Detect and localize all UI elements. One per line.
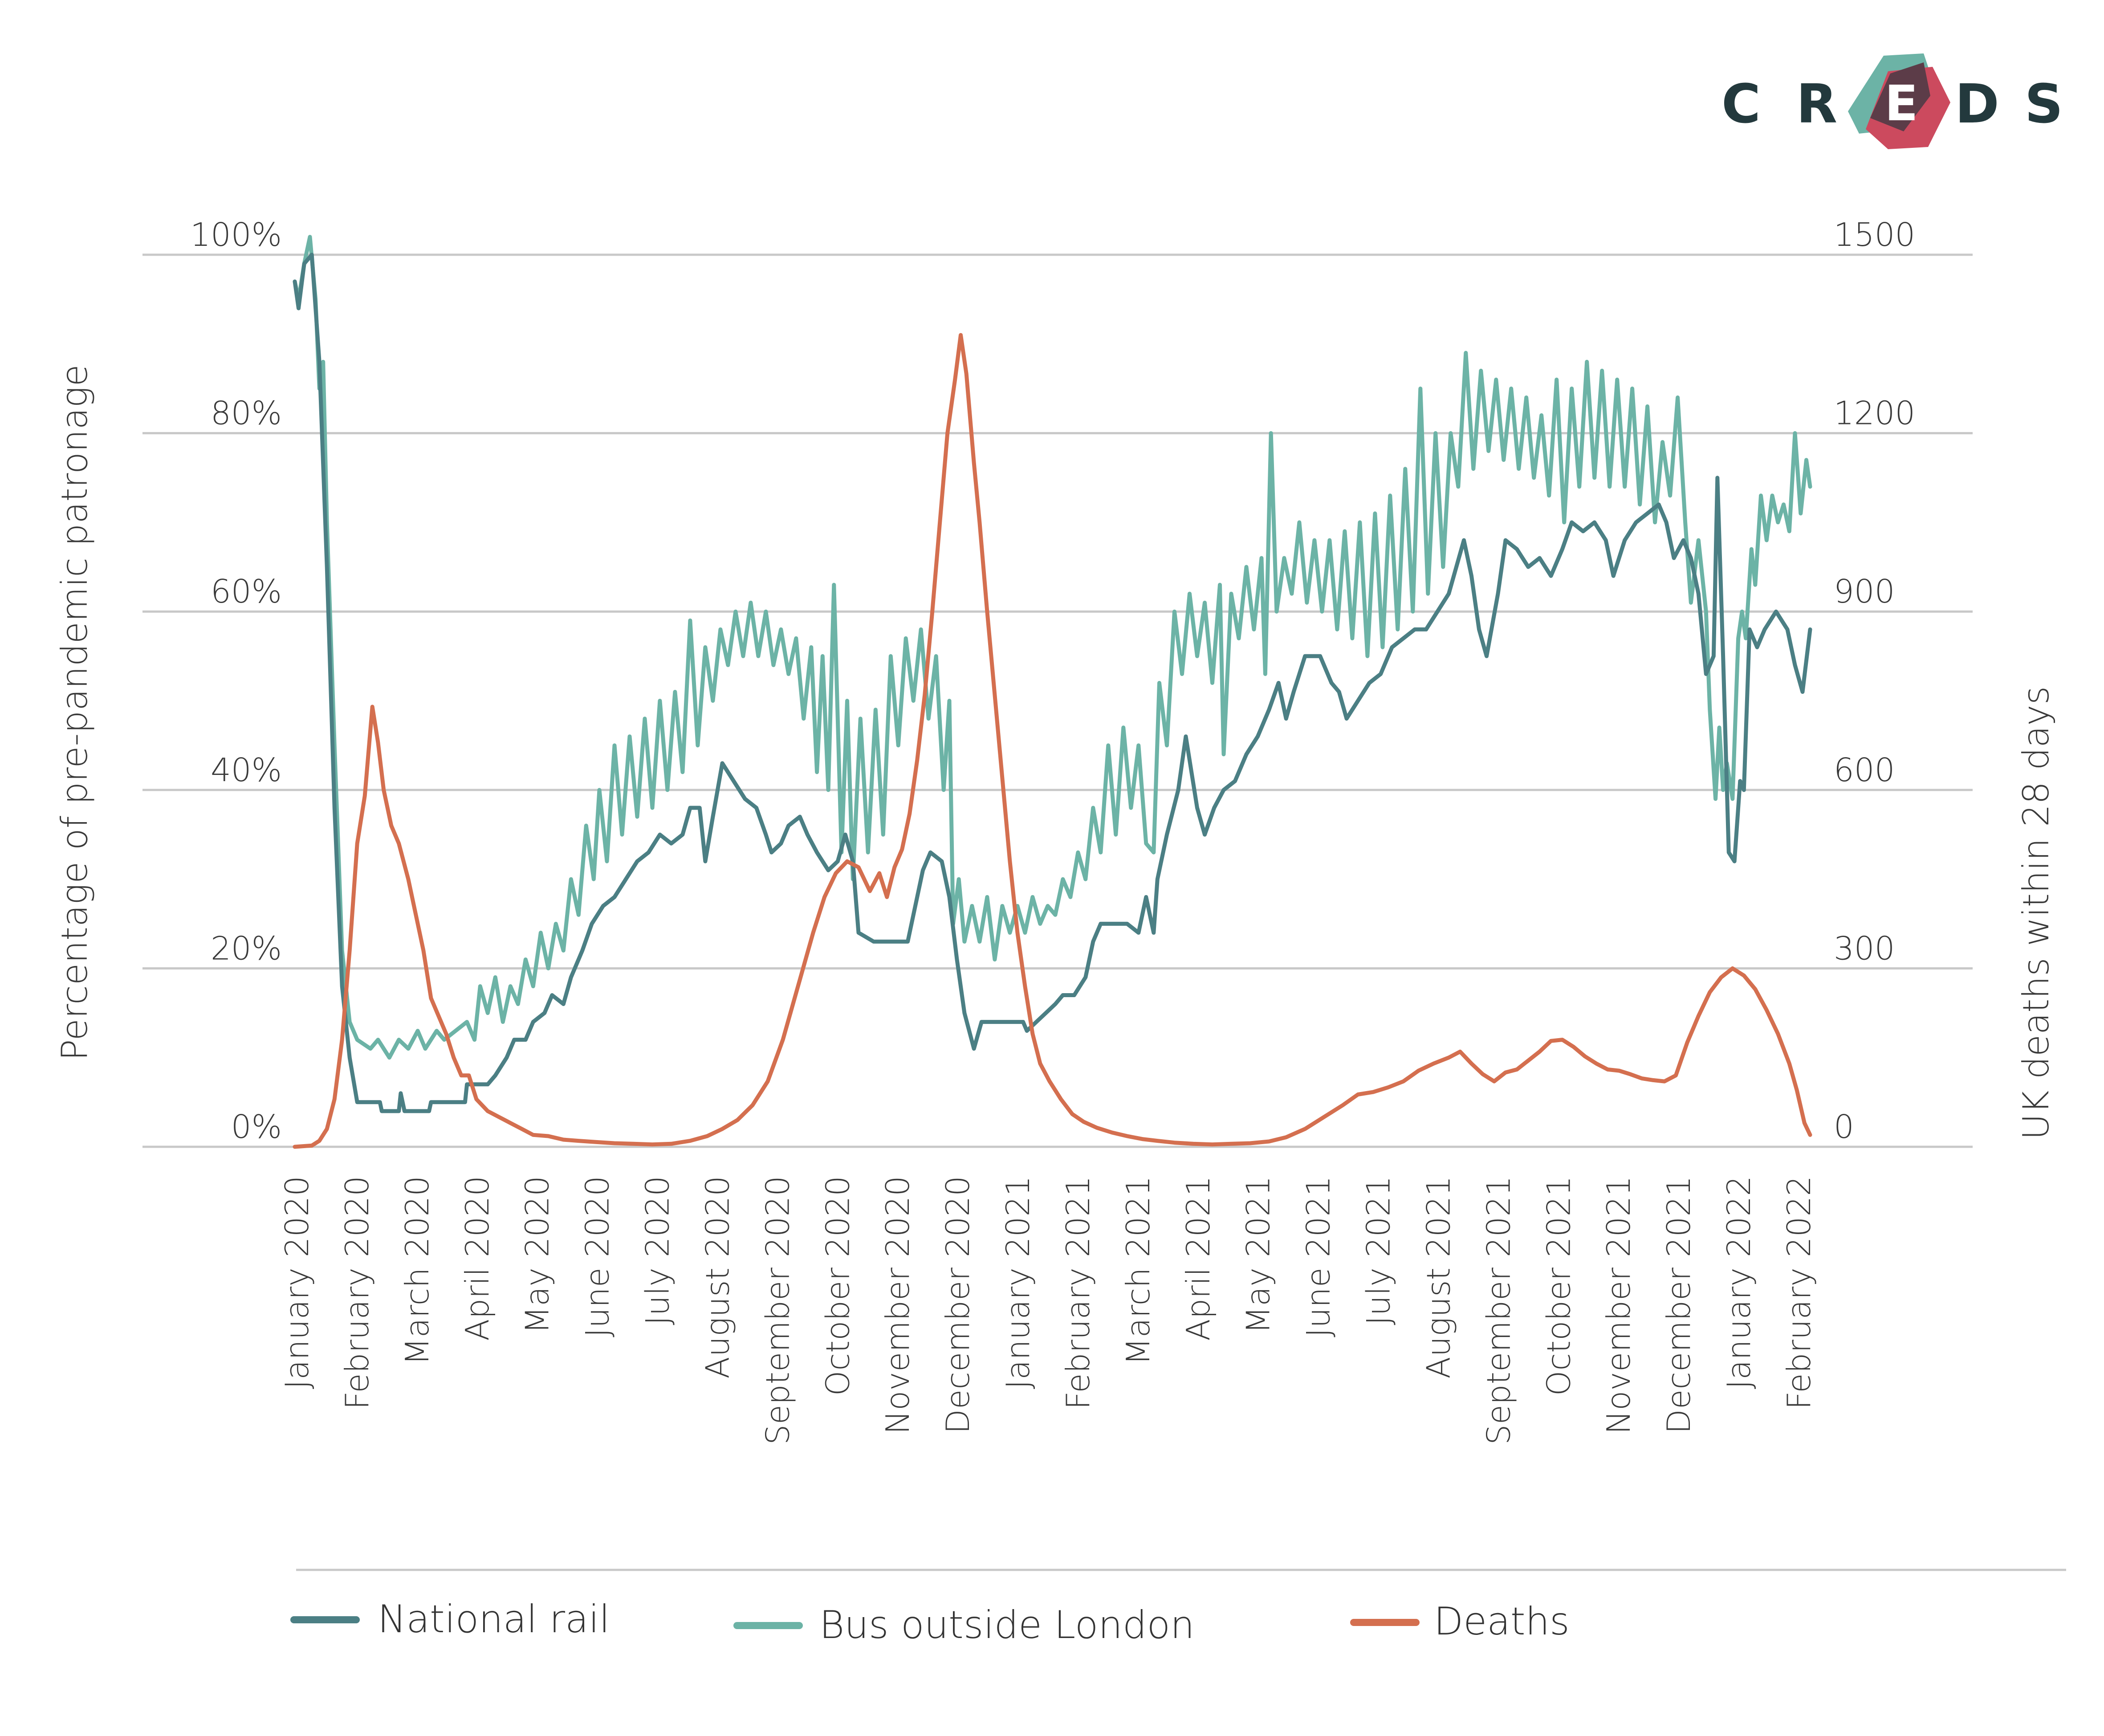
x-tick-label: March 2021 xyxy=(1119,1176,1157,1365)
left-tick-label: 100% xyxy=(190,216,282,253)
x-tick-label: April 2021 xyxy=(1180,1176,1217,1341)
logo-letter-r: R xyxy=(1796,73,1837,135)
left-tick-label: 0% xyxy=(231,1108,282,1145)
x-tick-label: January 2022 xyxy=(1720,1176,1758,1389)
left-y-axis-ticks: 0% 20% 40% 60% 80% 100% xyxy=(190,216,282,1145)
x-tick-label: May 2020 xyxy=(519,1176,556,1334)
x-tick-label: September 2021 xyxy=(1480,1176,1517,1445)
left-tick-label: 40% xyxy=(211,751,282,789)
left-y-axis-title: Percentage of pre-pandemic patronage xyxy=(54,364,95,1061)
series-line-deaths xyxy=(293,333,1812,1149)
x-tick-label: December 2020 xyxy=(939,1176,977,1434)
x-tick-label: May 2021 xyxy=(1240,1176,1277,1334)
legend-label-deaths: Deaths xyxy=(1434,1599,1570,1644)
x-tick-label: March 2020 xyxy=(399,1176,436,1365)
x-tick-label: November 2021 xyxy=(1600,1176,1637,1434)
x-axis-ticks: January 2020 February 2020 March 2020 April… xyxy=(278,1176,1818,1445)
legend-label-national-rail: National rail xyxy=(378,1597,610,1642)
legend-item-national-rail: National rail xyxy=(290,1597,610,1642)
left-tick-label: 80% xyxy=(211,395,282,432)
x-tick-label: February 2021 xyxy=(1059,1176,1097,1410)
series-lines xyxy=(293,235,1812,1149)
x-tick-label: July 2020 xyxy=(639,1176,676,1325)
x-tick-label: December 2021 xyxy=(1660,1176,1697,1434)
x-tick-label: June 2020 xyxy=(579,1176,616,1337)
series-line-national-rail xyxy=(293,253,1812,1113)
right-tick-label: 0 xyxy=(1834,1108,1854,1145)
legend-label-bus-outside-london: Bus outside London xyxy=(819,1603,1195,1647)
x-tick-label: February 2022 xyxy=(1780,1176,1818,1410)
right-tick-label: 300 xyxy=(1834,929,1895,967)
left-tick-label: 60% xyxy=(211,573,282,610)
logo-letter-d: D xyxy=(1955,73,1999,135)
x-tick-label: October 2021 xyxy=(1540,1176,1577,1396)
right-tick-label: 1200 xyxy=(1834,395,1915,432)
x-tick-label: January 2020 xyxy=(278,1176,316,1389)
right-y-axis-ticks: 0 300 600 900 1200 1500 xyxy=(1834,216,1915,1145)
logo-letter-e: E xyxy=(1884,75,1918,132)
x-tick-label: February 2020 xyxy=(338,1176,376,1410)
left-tick-label: 20% xyxy=(211,929,282,967)
x-tick-label: November 2020 xyxy=(879,1176,916,1434)
x-tick-label: October 2020 xyxy=(819,1176,856,1396)
series-line-bus-outside-london xyxy=(293,235,1812,1060)
x-tick-label: April 2020 xyxy=(459,1176,496,1341)
logo-letter-s: S xyxy=(2025,73,2063,135)
right-tick-label: 1500 xyxy=(1834,216,1915,253)
right-tick-label: 900 xyxy=(1834,573,1895,610)
x-tick-label: September 2020 xyxy=(759,1176,796,1445)
right-tick-label: 600 xyxy=(1834,751,1895,789)
x-tick-label: July 2021 xyxy=(1360,1176,1397,1325)
x-tick-label: January 2021 xyxy=(999,1176,1037,1389)
legend: National rail Bus outside London Deaths xyxy=(290,1597,1570,1647)
legend-item-bus-outside-london: Bus outside London xyxy=(733,1603,1195,1647)
logo-overlap-shape xyxy=(1870,62,1930,131)
x-tick-label: August 2021 xyxy=(1420,1176,1457,1379)
logo-letter-c: C xyxy=(1721,73,1761,135)
right-y-axis-title: UK deaths within 28 days xyxy=(2015,686,2057,1140)
x-tick-label: August 2020 xyxy=(699,1176,736,1379)
legend-item-deaths: Deaths xyxy=(1350,1599,1570,1644)
x-tick-label: June 2021 xyxy=(1300,1176,1337,1337)
creds-logo: C R E D S xyxy=(1721,53,2063,149)
gridlines xyxy=(142,253,1973,1148)
